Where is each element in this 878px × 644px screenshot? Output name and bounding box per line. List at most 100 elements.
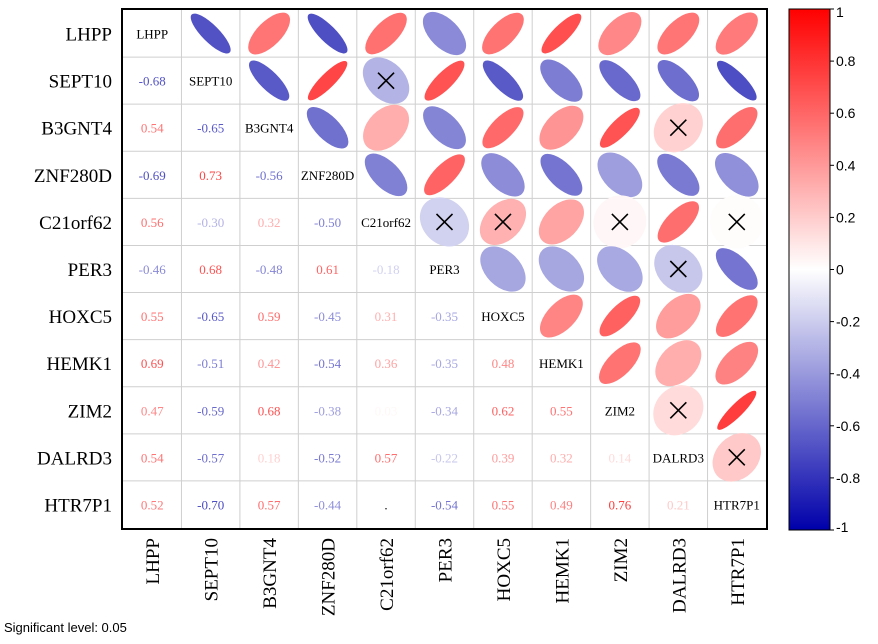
colorbar-tick-label: 0.2 <box>836 209 856 225</box>
coefficient-label: 0.68 <box>258 403 281 418</box>
coefficient-label: -0.30 <box>197 215 224 230</box>
colorbar-tick-label: -1 <box>836 519 849 535</box>
ellipse-mark <box>307 60 348 101</box>
insignificant-cross <box>728 213 746 231</box>
diagonal-label: DALRD3 <box>653 450 704 465</box>
ellipse-mark <box>248 60 290 101</box>
coefficient-label: 0.47 <box>141 403 164 418</box>
insignificant-cross <box>669 260 687 278</box>
coefficient-label: -0.59 <box>197 403 224 418</box>
coefficient-label: 0.69 <box>141 356 164 371</box>
column-label: HTR7P1 <box>728 538 749 606</box>
colorbar-tick-label: -0.4 <box>836 366 860 382</box>
coefficient-label: -0.68 <box>139 74 166 89</box>
ellipse-mark <box>422 11 467 56</box>
ellipse-mark <box>657 59 700 102</box>
coefficient-label: 0.36 <box>375 356 398 371</box>
coefficient-label: -0.56 <box>256 168 284 183</box>
ellipse-mark <box>539 105 584 150</box>
coefficient-label: -0.48 <box>256 262 283 277</box>
ellipse-mark <box>363 104 410 151</box>
significance-note: Significant level: 0.05 <box>4 620 127 635</box>
coefficient-label: 0.55 <box>492 497 515 512</box>
colorbar-tick-label: 0.8 <box>836 53 856 69</box>
diagonal-label: ZNF280D <box>301 168 354 183</box>
column-label: B3GNT4 <box>260 538 281 609</box>
column-labels: LHPP SEPT10 B3GNT4 ZNF280D C21orf62 PER3 HOXC5… <box>143 538 749 617</box>
row-label: HTR7P1 <box>44 495 112 516</box>
ellipse-mark <box>715 341 759 385</box>
ellipse-mark <box>365 12 407 55</box>
coefficient-label: 0.54 <box>141 450 164 465</box>
ellipse-mark <box>657 153 700 196</box>
ellipse-mark <box>716 60 757 101</box>
diagonal-label: HOXC5 <box>481 309 524 324</box>
coefficient-label: 0.18 <box>258 450 281 465</box>
ellipse-mark <box>599 342 641 385</box>
diagonal-label: SEPT10 <box>189 74 232 89</box>
coefficient-label: -0.22 <box>431 450 458 465</box>
coefficient-label: -0.69 <box>139 168 166 183</box>
coefficient-label: . <box>384 497 387 512</box>
colorbar-tick-label: 1 <box>836 4 844 20</box>
coefficient-label: -0.70 <box>197 497 224 512</box>
colorbar: 1 0.8 0.6 0.4 0.2 0 -0.2 -0.4 -0.6 -0.8 -1 <box>788 4 860 535</box>
ellipse-mark <box>482 60 524 101</box>
coefficient-label: 0.76 <box>608 497 631 512</box>
coefficient-label: -0.57 <box>197 450 225 465</box>
row-label: B3GNT4 <box>41 119 112 140</box>
ellipse-mark <box>598 12 642 56</box>
colorbar-tick-label: 0.6 <box>836 105 856 121</box>
diagonal-label: HTR7P1 <box>714 497 760 512</box>
coefficient-label: -0.38 <box>314 403 341 418</box>
ellipse-mark <box>539 294 583 338</box>
insignificant-cross <box>728 448 746 466</box>
coefficient-label: 0.14 <box>608 450 631 465</box>
ellipse-mark <box>190 13 231 54</box>
row-label: ZNF280D <box>34 166 112 187</box>
coefficient-label: 0.32 <box>550 450 573 465</box>
column-label: ZIM2 <box>611 538 632 582</box>
column-label: ZNF280D <box>319 538 340 616</box>
colorbar-bar <box>788 8 831 531</box>
column-label: HEMK1 <box>552 538 573 603</box>
insignificant-cross <box>669 401 687 419</box>
ellipse-mark <box>424 154 465 196</box>
ellipse-mark <box>657 12 700 55</box>
colorbar-tick-label: -0.2 <box>836 314 860 330</box>
ellipse-mark <box>540 59 583 102</box>
coefficient-label: 0.68 <box>199 262 222 277</box>
ellipse-mark <box>424 60 465 101</box>
coefficient-label: -0.34 <box>431 403 459 418</box>
coefficient-label: -0.52 <box>314 450 341 465</box>
ellipse-mark <box>716 107 758 149</box>
row-labels: LHPP SEPT10 B3GNT4 ZNF280D C21orf62 PER3 HOXC5… <box>34 25 113 517</box>
ellipse-mark <box>423 106 466 150</box>
coefficient-label: 0.57 <box>375 450 398 465</box>
row-label: HOXC5 <box>49 307 112 328</box>
ellipse-mark <box>364 153 408 197</box>
row-label: DALRD3 <box>37 448 112 469</box>
colorbar-tick-label: -0.8 <box>836 470 860 486</box>
ellipse-mark <box>599 295 641 337</box>
coefficient-label: 0.21 <box>667 497 690 512</box>
row-label: SEPT10 <box>49 72 112 93</box>
ellipse-mark <box>717 390 757 430</box>
ellipse-mark <box>597 152 643 198</box>
row-label: C21orf62 <box>39 213 112 234</box>
ellipse-mark <box>599 60 641 102</box>
diagonal-label: B3GNT4 <box>245 121 294 136</box>
column-label: C21orf62 <box>377 538 398 611</box>
diagonal-label: PER3 <box>429 262 459 277</box>
coefficient-label: 0.31 <box>375 309 398 324</box>
coefficient-label: 0.57 <box>258 497 281 512</box>
ellipse-mark <box>714 153 759 197</box>
ellipse-mark <box>715 295 758 337</box>
coefficient-label: -0.18 <box>372 262 399 277</box>
ellipse-mark <box>482 107 524 149</box>
ellipse-mark <box>307 13 348 54</box>
coefficient-label: 0.03 <box>375 403 398 418</box>
coefficient-label: -0.65 <box>197 309 224 324</box>
row-label: ZIM2 <box>68 401 112 422</box>
coefficient-label: 0.55 <box>141 309 164 324</box>
